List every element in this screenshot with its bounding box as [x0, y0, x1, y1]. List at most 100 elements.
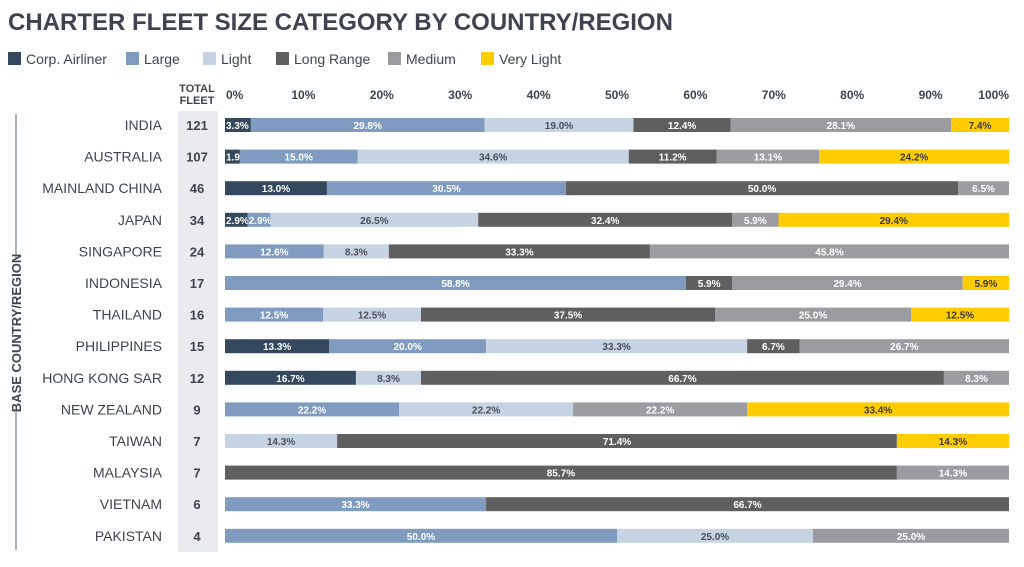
- x-tick-label: 50%: [605, 88, 629, 102]
- data-label: 14.3%: [939, 469, 967, 480]
- bar-segment-light: [355, 370, 421, 385]
- legend-label-corp-airliner: Corp. Airliner: [26, 51, 107, 67]
- data-label: 26.7%: [890, 342, 918, 353]
- data-label: 6.7%: [762, 342, 785, 353]
- bar-segment-corp-airliner: [225, 118, 251, 132]
- total-fleet-value: 46: [190, 181, 204, 196]
- bar-segment-very-light: [950, 118, 1009, 132]
- total-header-line2: FLEET: [180, 95, 215, 107]
- data-label: 33.3%: [341, 500, 369, 511]
- data-label: 22.2%: [472, 405, 500, 416]
- row-japan: JAPAN 34 2.9% 2.9% 26.5% 32.4% 5.9% 29.4%: [118, 212, 1009, 228]
- x-tick-label: 90%: [919, 88, 943, 102]
- data-label: 8.3%: [965, 374, 988, 385]
- data-label: 15.0%: [285, 153, 313, 164]
- data-label: 85.7%: [547, 469, 575, 480]
- data-label: 29.8%: [354, 121, 382, 132]
- bar-segment-light: [323, 244, 389, 259]
- data-label: 13.0%: [262, 184, 290, 195]
- row-india: INDIA 121 3.3% 29.8% 19.0% 12.4% 28.1% 7.4%: [125, 117, 1009, 133]
- bar-segment-medium: [732, 212, 779, 227]
- x-tick-label: 0%: [226, 88, 244, 102]
- legend-swatch-medium: [388, 52, 401, 65]
- bar-segment-long-range: [633, 118, 731, 132]
- data-label: 12.4%: [668, 121, 696, 132]
- data-label: 7.4%: [969, 121, 992, 132]
- bar-segment-very-light: [911, 307, 1009, 322]
- data-label: 45.8%: [815, 247, 843, 258]
- data-label: 22.2%: [298, 405, 326, 416]
- bar-segment-large: [225, 497, 487, 512]
- total-fleet-value: 15: [190, 339, 204, 354]
- bar-segment-long-range: [388, 244, 650, 259]
- category-label: PAKISTAN: [95, 528, 162, 544]
- category-label: HONG KONG SAR: [42, 370, 162, 386]
- bar-segment-large: [247, 212, 271, 227]
- data-label: 33.3%: [505, 247, 533, 258]
- data-label: 13.3%: [263, 342, 291, 353]
- bar-segment-large: [225, 244, 324, 259]
- data-label: 20.0%: [393, 342, 421, 353]
- bar-segment-medium: [799, 339, 1009, 354]
- data-label: 33.3%: [602, 342, 630, 353]
- row-mainland-china: MAINLAND CHINA 46 13.0% 30.5% 50.0% 6.5%: [42, 180, 1009, 196]
- data-label: 29.4%: [880, 216, 908, 227]
- legend-swatch-light: [203, 52, 216, 65]
- data-label: 66.7%: [733, 500, 761, 511]
- x-axis-ticks: 0% 10% 20% 30% 40% 50% 60% 70% 80% 90% 100%: [226, 88, 1009, 102]
- bar-segment-long-range: [628, 149, 717, 164]
- chart-rows: INDIA 121 3.3% 29.8% 19.0% 12.4% 28.1% 7.4%AUST…: [42, 117, 1009, 544]
- data-label: 58.8%: [441, 279, 469, 290]
- bar-segment-light: [399, 402, 574, 417]
- category-label: JAPAN: [118, 212, 162, 228]
- bar-segment-light: [225, 434, 338, 448]
- data-label: 32.4%: [591, 216, 619, 227]
- bar-segment-light: [617, 528, 813, 543]
- data-label: 30.5%: [432, 184, 460, 195]
- category-label: PHILIPPINES: [76, 338, 162, 354]
- data-label: 12.6%: [260, 247, 288, 258]
- data-label: 14.3%: [939, 437, 967, 448]
- legend-label-very-light: Very Light: [499, 51, 561, 67]
- total-fleet-value: 16: [190, 308, 204, 323]
- category-label: SINGAPORE: [79, 243, 162, 259]
- data-label: 34.6%: [479, 153, 507, 164]
- total-fleet-value: 9: [193, 402, 200, 417]
- data-label: 8.3%: [377, 374, 400, 385]
- bar-segment-corp-airliner: [225, 181, 327, 196]
- total-fleet-value: 34: [190, 213, 205, 228]
- chart-header: TOTAL FLEET: [179, 83, 215, 107]
- row-indonesia: INDONESIA 17 58.8% 5.9% 29.4% 5.9%: [85, 275, 1009, 291]
- legend-label-large: Large: [144, 51, 180, 67]
- category-label: INDIA: [125, 117, 163, 133]
- x-tick-label: 40%: [527, 88, 551, 102]
- data-label: 28.1%: [827, 121, 855, 132]
- data-label: 24.2%: [900, 153, 928, 164]
- bar-segment-medium: [716, 149, 820, 164]
- row-singapore: SINGAPORE 24 12.6% 8.3% 33.3% 45.8%: [79, 243, 1009, 259]
- category-label: VIETNAM: [100, 496, 162, 512]
- data-label: 6.5%: [972, 184, 995, 195]
- bar-segment-light: [323, 307, 421, 322]
- bar-segment-long-range: [478, 212, 733, 227]
- total-fleet-value: 121: [186, 118, 208, 133]
- data-label: 12.5%: [946, 311, 974, 322]
- row-hong-kong-sar: HONG KONG SAR 12 16.7% 8.3% 66.7% 8.3%: [42, 370, 1009, 386]
- data-label: 29.4%: [833, 279, 861, 290]
- data-label: 2.9%: [249, 216, 272, 227]
- row-philippines: PHILIPPINES 15 13.3% 20.0% 33.3% 6.7% 26.7%: [76, 338, 1009, 354]
- bar-segment-very-light: [819, 149, 1009, 164]
- bar-segment-very-light: [896, 434, 1009, 448]
- total-column-background: [178, 111, 218, 552]
- bar-segment-medium: [573, 402, 748, 417]
- bar-segment-light: [357, 149, 629, 164]
- category-label: THAILAND: [93, 307, 162, 323]
- bar-segment-medium: [732, 276, 963, 290]
- bar-segment-long-range: [421, 370, 944, 385]
- data-label: 11.2%: [659, 153, 687, 164]
- y-axis-title: BASE COUNTRY/REGION: [9, 254, 24, 412]
- x-tick-label: 100%: [978, 88, 1009, 102]
- row-vietnam: VIETNAM 6 33.3% 66.7%: [100, 496, 1009, 512]
- bar-segment-large: [225, 402, 400, 417]
